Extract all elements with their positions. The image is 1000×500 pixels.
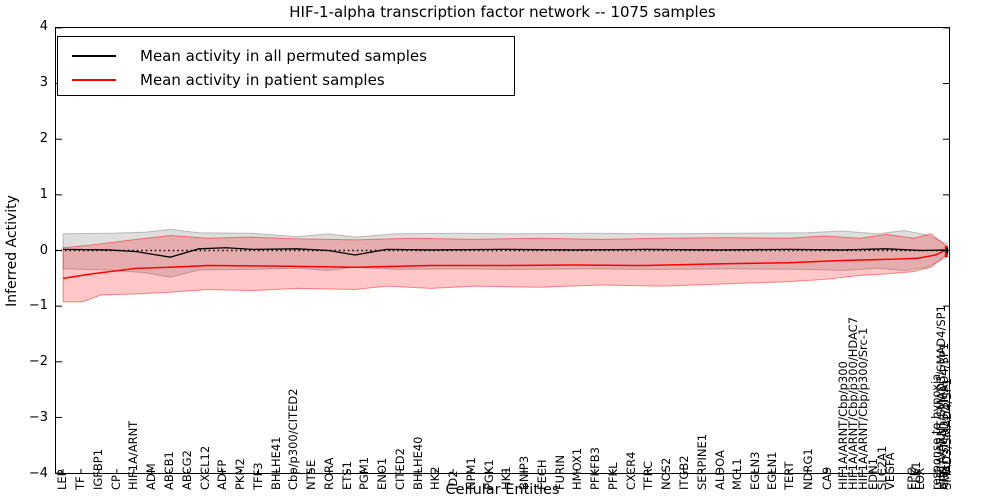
- y-tick-label: 3: [39, 74, 48, 90]
- patient-band-area: [62, 233, 948, 303]
- y-tick-label: 4: [39, 18, 48, 34]
- y-tick-label: −3: [28, 410, 48, 426]
- x-tick-label: Cbp/p300/CITED2: [286, 388, 300, 490]
- plot-canvas: [56, 28, 949, 473]
- x-tick-label: HIF1A/ARNT: [126, 420, 140, 490]
- legend-line-patient-icon: [72, 79, 116, 81]
- legend: Mean activity in all permuted samples Me…: [57, 36, 515, 96]
- legend-row-patient: Mean activity in patient samples: [72, 68, 514, 92]
- y-tick-label: −1: [28, 298, 48, 314]
- legend-label-patient: Mean activity in patient samples: [140, 71, 385, 89]
- y-tick-label: −4: [28, 466, 48, 482]
- x-axis-label: Cellular Entities: [445, 482, 560, 498]
- y-tick-label: 0: [39, 242, 48, 258]
- legend-line-permuted-icon: [72, 55, 116, 57]
- permuted-mean-line: [63, 247, 948, 258]
- y-tick-label: 2: [39, 130, 48, 146]
- legend-row-permuted: Mean activity in all permuted samples: [72, 44, 514, 68]
- chart-title: HIF-1-alpha transcription factor network…: [289, 3, 716, 21]
- y-tick-label: −2: [28, 354, 48, 370]
- x-tick-label: SMAD3/SMAD4/SP1: [940, 378, 954, 490]
- legend-label-permuted: Mean activity in all permuted samples: [140, 47, 427, 65]
- y-tick-label: 1: [39, 186, 48, 202]
- patient-mean-line: [63, 248, 948, 280]
- plot-area: [55, 27, 950, 474]
